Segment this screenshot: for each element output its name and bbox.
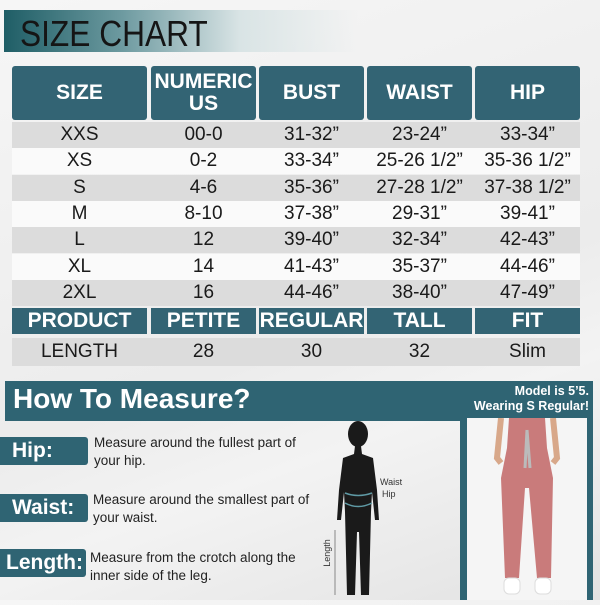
cell-hip: 33-34” — [500, 124, 555, 145]
cell-numeric-us: 8-10 — [184, 202, 223, 224]
cell-hip: 44-46” — [500, 255, 555, 277]
hip-description: Measure around the fullest part of your … — [94, 435, 296, 468]
cell-waist: 35-37” — [392, 255, 447, 277]
cell-size: XS — [66, 150, 93, 172]
cell-bust: 37-38” — [284, 202, 339, 224]
table-row: S 4-6 35-36” 27-28 1/2” 37-38 1/2” — [12, 174, 580, 201]
cell-hip: 37-38 1/2” — [484, 176, 571, 198]
length-figure-label: Length — [321, 539, 332, 567]
cell-waist: 25-26 1/2” — [376, 150, 463, 172]
cell-size: M — [71, 202, 88, 224]
petite-header: PETITE — [151, 308, 256, 334]
cell-size: L — [74, 229, 85, 251]
cell-numeric-us: 14 — [192, 255, 215, 277]
model-caption: Model is 5’5. Wearing S Regular! — [460, 384, 593, 414]
product-header: PRODUCT — [12, 308, 147, 334]
cell-bust: 41-43” — [284, 255, 339, 277]
regular-header: REGULAR — [259, 308, 364, 334]
cell-numeric-us: 00-0 — [184, 124, 223, 145]
model-height: Model is 5’5. — [514, 384, 589, 398]
header-numeric-us: NUMERIC US — [151, 66, 256, 120]
cell-bust: 33-34” — [284, 150, 339, 172]
table-row: 2XL 16 44-46” 38-40” 47-49” — [12, 279, 580, 306]
cell-waist: 38-40” — [392, 281, 447, 303]
how-to-measure-title: How To Measure? — [13, 383, 251, 414]
cell-bust: 44-46” — [284, 281, 339, 303]
waist-figure-label: Waist — [380, 477, 403, 487]
model-photo — [467, 417, 587, 600]
header-waist: WAIST — [367, 66, 472, 120]
regular-length: 30 — [300, 341, 323, 362]
header-hip: HIP — [475, 66, 580, 120]
cell-bust: 39-40” — [284, 229, 339, 251]
cell-waist: 27-28 1/2” — [376, 176, 463, 198]
cell-numeric-us: 12 — [192, 229, 215, 251]
cell-size: XL — [67, 255, 92, 277]
cell-hip: 35-36 1/2” — [484, 150, 571, 172]
fit-value: Slim — [509, 341, 546, 362]
cell-numeric-us: 4-6 — [189, 176, 218, 198]
model-size: Wearing S Regular! — [473, 399, 589, 413]
page-title: SIZE CHART — [20, 13, 208, 54]
table-row: L 12 39-40” 32-34” 42-43” — [12, 227, 580, 254]
length-measure-label: Length: — [0, 549, 86, 577]
table-row: XS 0-2 33-34” 25-26 1/2” 35-36 1/2” — [12, 148, 580, 175]
table-row: XL 14 41-43” 35-37” 44-46” — [12, 253, 580, 280]
cell-waist: 23-24” — [392, 124, 447, 145]
tall-length: 32 — [408, 341, 431, 362]
tall-header: TALL — [367, 308, 472, 334]
cell-size: S — [73, 176, 86, 198]
cell-hip: 47-49” — [500, 281, 555, 303]
cell-hip: 42-43” — [500, 229, 555, 251]
cell-waist: 32-34” — [392, 229, 447, 251]
cell-waist: 29-31” — [392, 202, 447, 224]
table-row: XXS 00-0 31-32” 23-24” 33-34” — [12, 122, 580, 148]
hip-label: Hip: — [0, 437, 88, 465]
cell-size: XXS — [60, 124, 99, 145]
table-row: M 8-10 37-38” 29-31” 39-41” — [12, 200, 580, 227]
body-silhouette: Waist Hip Length — [321, 420, 405, 600]
cell-hip: 39-41” — [500, 202, 555, 224]
cell-bust: 35-36” — [284, 176, 339, 198]
fit-header: FIT — [475, 308, 580, 334]
petite-length: 28 — [192, 341, 215, 362]
header-bust: BUST — [259, 66, 364, 120]
how-to-measure-banner: How To Measure? — [5, 381, 465, 421]
cell-size: 2XL — [62, 281, 97, 303]
cell-numeric-us: 0-2 — [189, 150, 218, 172]
waist-label: Waist: — [0, 494, 88, 522]
title-banner: SIZE CHART — [4, 10, 594, 54]
cell-bust: 31-32” — [284, 124, 339, 145]
length-description: Measure from the crotch along the inner … — [90, 550, 296, 583]
length-label: LENGTH — [40, 341, 119, 362]
cell-numeric-us: 16 — [192, 281, 215, 303]
hip-figure-label: Hip — [382, 489, 396, 499]
waist-description: Measure around the smallest part of your… — [93, 492, 310, 525]
header-size: SIZE — [12, 66, 147, 120]
length-row: LENGTH 28 30 32 Slim — [12, 338, 580, 366]
